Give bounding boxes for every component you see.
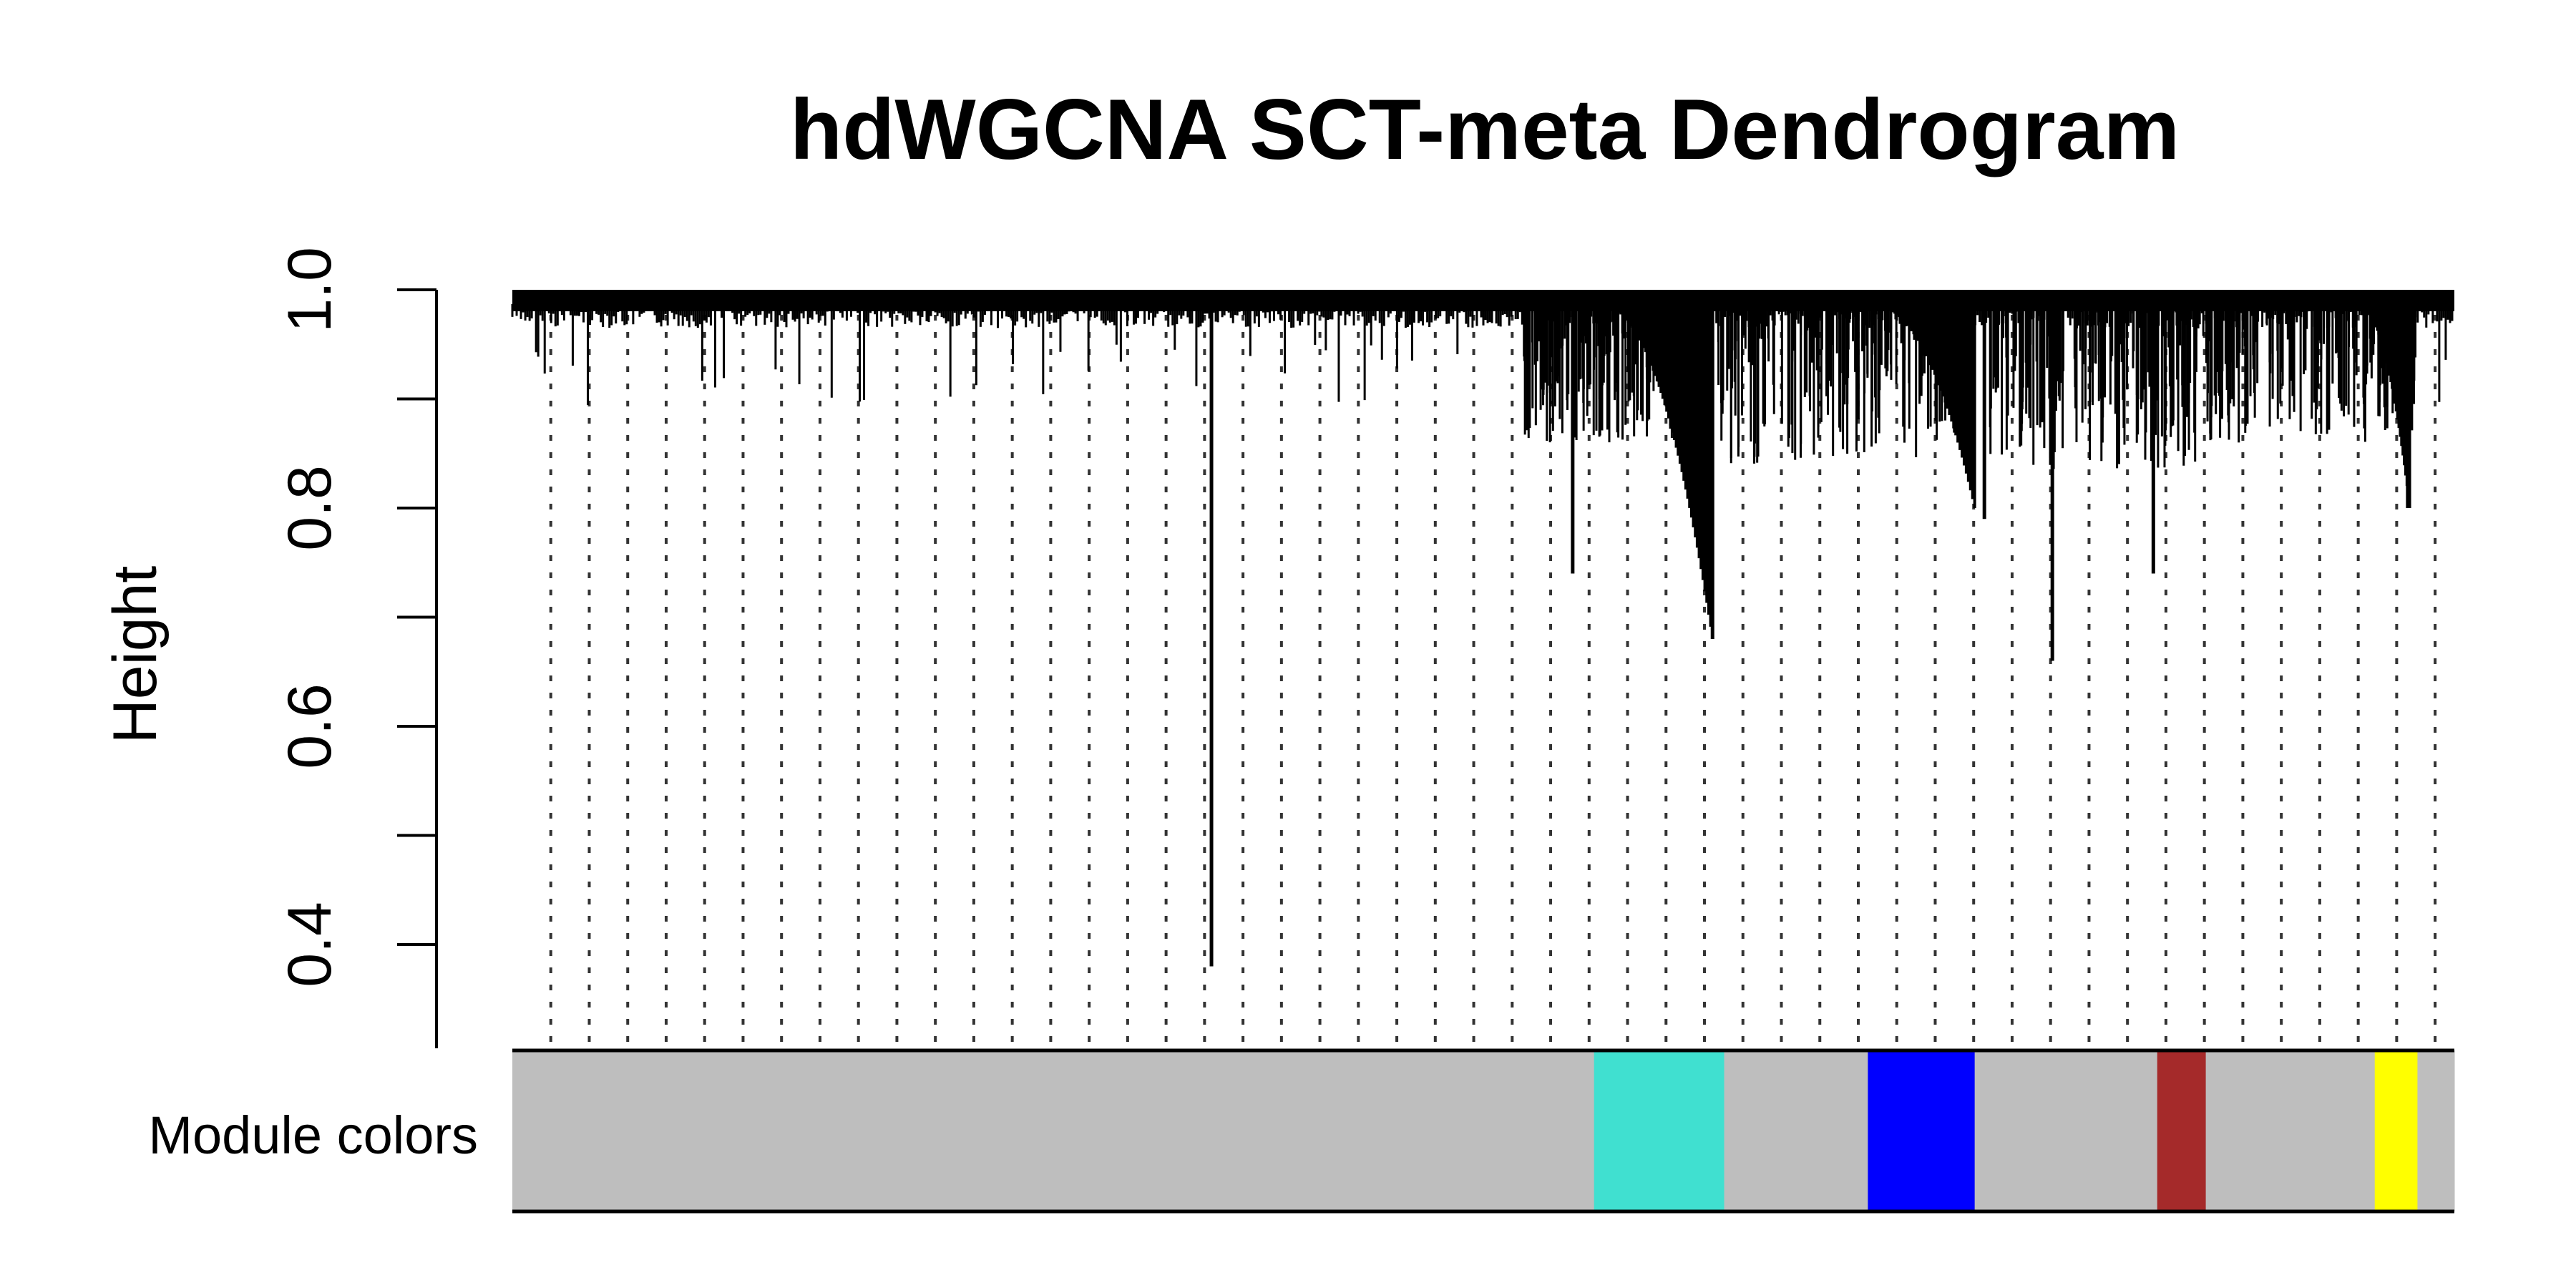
y-axis-label: Height (101, 566, 170, 744)
module-colors-label: Module colors (148, 1106, 478, 1165)
module-color-block (2205, 1050, 2376, 1211)
y-tick-label: 1.0 (275, 247, 344, 333)
module-color-block (2374, 1050, 2418, 1211)
module-color-block (1594, 1050, 1725, 1211)
module-color-block (512, 1050, 1595, 1211)
module-color-block (1974, 1050, 2158, 1211)
y-axis: 0.4 0.6 0.8 1.0 (275, 247, 438, 1048)
module-color-block (2157, 1050, 2207, 1211)
dendrogram-tree (511, 290, 2454, 967)
y-tick-label: 0.8 (275, 465, 344, 551)
y-tick-label: 0.4 (275, 902, 344, 987)
module-color-block (1724, 1050, 1868, 1211)
module-color-block (1868, 1050, 1976, 1211)
module-color-block (2417, 1050, 2455, 1211)
module-color-row (512, 1048, 2455, 1214)
chart-title: hdWGCNA SCT-meta Dendrogram (790, 82, 2180, 177)
y-tick-label: 0.6 (275, 683, 344, 769)
